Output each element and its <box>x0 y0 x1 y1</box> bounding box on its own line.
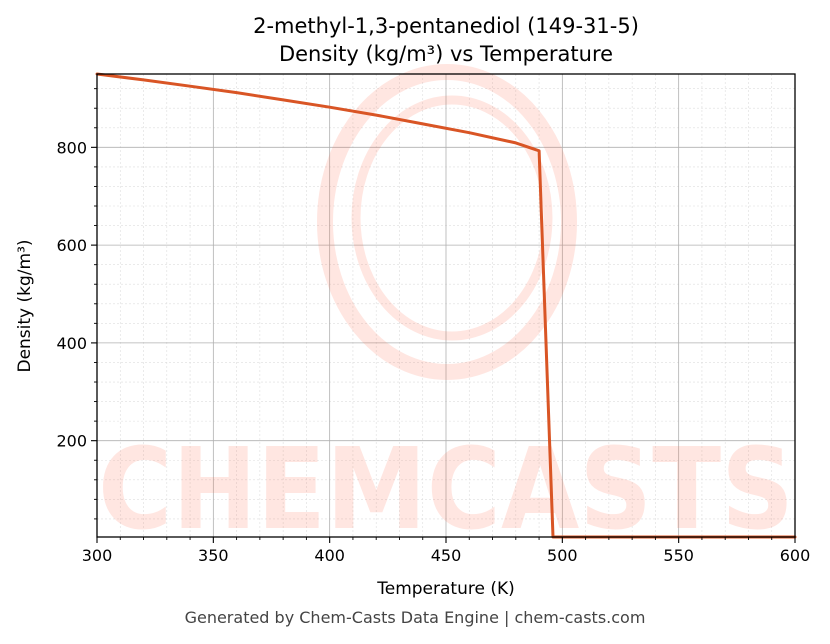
x-tick-label: 300 <box>82 546 113 565</box>
x-tick-label: 600 <box>780 546 811 565</box>
y-axis-label: Density (kg/m³) <box>15 239 35 372</box>
watermark-ring-outer <box>317 64 577 380</box>
y-axis: 200 400 600 800 <box>56 88 97 520</box>
chemcasts-watermark: CHEMCASTS <box>98 64 794 555</box>
x-tick-label: 550 <box>663 546 694 565</box>
x-tick-label: 400 <box>314 546 345 565</box>
density-line <box>95 72 797 539</box>
footer-credit: Generated by Chem-Casts Data Engine | ch… <box>184 608 646 627</box>
y-tick-label: 600 <box>56 236 87 255</box>
series-layer <box>95 72 797 539</box>
watermark-text: CHEMCASTS <box>98 425 794 555</box>
x-axis-label: Temperature (K) <box>376 579 515 599</box>
x-tick-label: 350 <box>198 546 229 565</box>
x-tick-label: 500 <box>547 546 578 565</box>
y-tick-label: 400 <box>56 334 87 353</box>
x-axis: 300 350 400 450 500 550 600 <box>82 537 811 565</box>
watermark-ring-inner <box>351 95 553 341</box>
x-tick-label: 450 <box>431 546 462 565</box>
chart-title-line1: 2-methyl-1,3-pentanediol (149-31-5) <box>253 14 639 38</box>
y-tick-label: 200 <box>56 432 87 451</box>
chart-title-line2: Density (kg/m³) vs Temperature <box>279 42 613 66</box>
y-tick-label: 800 <box>56 138 87 157</box>
